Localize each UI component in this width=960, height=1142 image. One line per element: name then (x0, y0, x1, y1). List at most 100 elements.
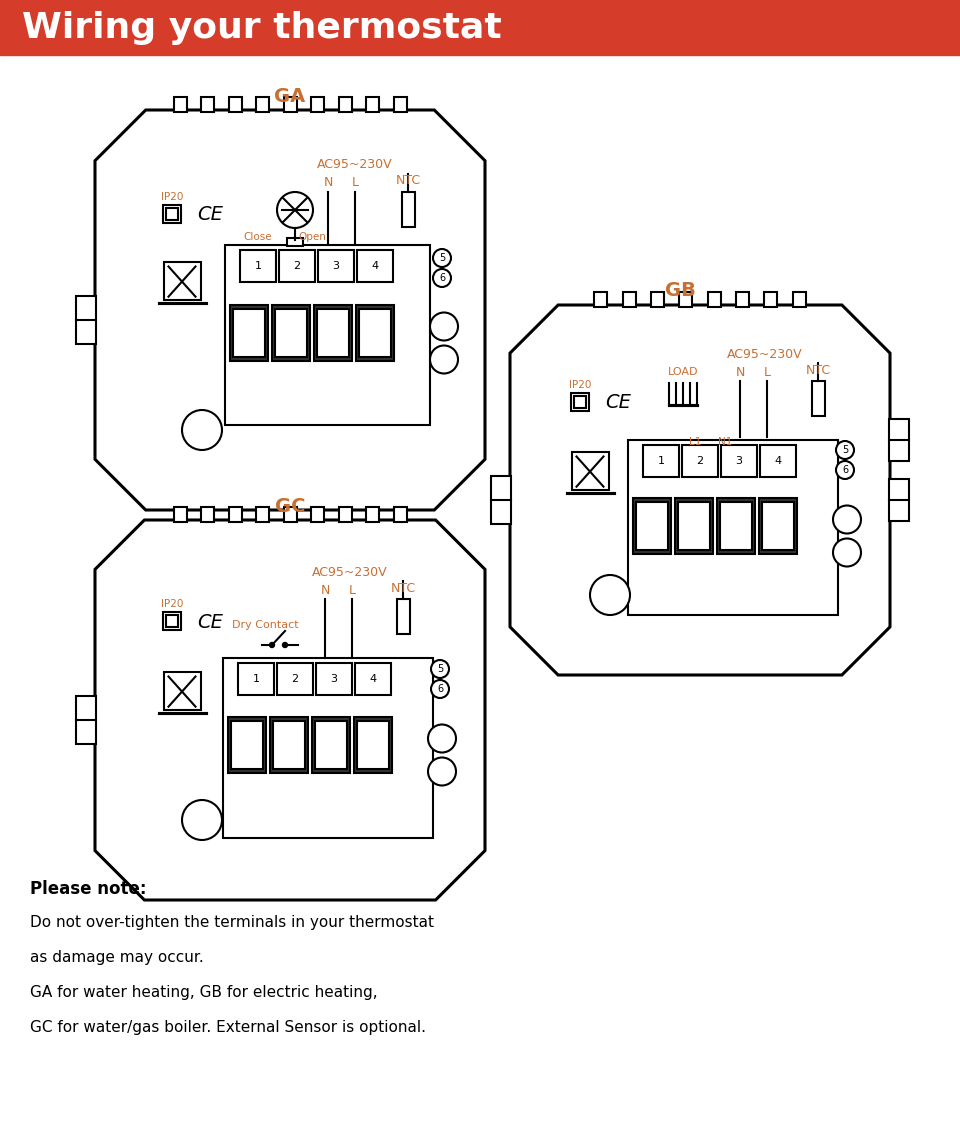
Text: Dry Contact: Dry Contact (231, 620, 299, 630)
Text: 4: 4 (372, 262, 378, 271)
Bar (0, 0, 960, 55)
Bar (394, 97, 406, 112)
Bar (270, 717, 308, 773)
Bar (354, 717, 392, 773)
Text: 3: 3 (330, 674, 338, 684)
Bar (318, 250, 354, 282)
Text: GB: GB (664, 281, 695, 300)
Text: IP20: IP20 (161, 192, 183, 202)
Bar (277, 664, 313, 695)
Text: Please note:: Please note: (30, 880, 147, 898)
Circle shape (833, 506, 861, 533)
Text: CE: CE (197, 206, 223, 225)
Bar (357, 250, 393, 282)
Text: NTC: NTC (805, 363, 830, 377)
Bar (633, 498, 671, 554)
Text: 1: 1 (254, 262, 261, 271)
Bar (275, 309, 307, 357)
Bar (231, 721, 263, 769)
Circle shape (430, 346, 458, 373)
Bar (311, 97, 324, 112)
Text: LOAD: LOAD (668, 367, 698, 377)
Bar (394, 507, 406, 522)
Bar (396, 600, 410, 634)
Bar (889, 419, 909, 461)
Bar (339, 97, 351, 112)
Bar (594, 292, 608, 307)
Polygon shape (95, 520, 485, 900)
Bar (736, 292, 749, 307)
Text: Wiring your thermostat: Wiring your thermostat (22, 11, 502, 45)
Text: 2: 2 (696, 456, 704, 466)
Bar (228, 507, 242, 522)
Bar (643, 445, 679, 477)
Bar (355, 664, 391, 695)
Circle shape (836, 461, 854, 478)
Bar (682, 445, 718, 477)
Bar (762, 502, 794, 550)
Bar (163, 612, 181, 630)
Text: 5: 5 (842, 445, 848, 455)
Bar (708, 292, 721, 307)
Polygon shape (510, 305, 890, 675)
Text: 6: 6 (842, 465, 848, 475)
Circle shape (590, 576, 630, 616)
Bar (228, 717, 266, 773)
Bar (228, 97, 242, 112)
Text: 5: 5 (439, 254, 445, 263)
Bar (491, 476, 511, 524)
Bar (678, 502, 710, 550)
Circle shape (282, 643, 287, 648)
Bar (574, 396, 586, 408)
Text: L: L (348, 584, 355, 596)
Bar (223, 658, 433, 838)
Bar (163, 206, 181, 223)
Bar (315, 721, 347, 769)
Text: L1: L1 (689, 437, 701, 447)
Text: GC for water/gas boiler. External Sensor is optional.: GC for water/gas boiler. External Sensor… (30, 1020, 426, 1035)
Bar (651, 292, 664, 307)
Circle shape (836, 441, 854, 459)
Bar (717, 498, 755, 554)
Bar (201, 507, 214, 522)
Text: N1: N1 (718, 437, 732, 447)
Text: 4: 4 (370, 674, 376, 684)
Text: GA: GA (275, 87, 305, 105)
Bar (273, 721, 305, 769)
Bar (680, 292, 692, 307)
Bar (287, 238, 303, 246)
Bar (339, 507, 351, 522)
Circle shape (428, 724, 456, 753)
Text: IP20: IP20 (161, 600, 183, 609)
Bar (174, 507, 186, 522)
Circle shape (182, 410, 222, 450)
Bar (240, 250, 276, 282)
Bar (272, 305, 310, 361)
Bar (889, 478, 909, 521)
Text: N: N (735, 365, 745, 378)
Text: 6: 6 (437, 684, 444, 694)
Polygon shape (95, 110, 485, 510)
Bar (230, 305, 268, 361)
Circle shape (431, 660, 449, 678)
Bar (238, 664, 274, 695)
Bar (166, 208, 178, 220)
Text: CE: CE (605, 394, 631, 412)
Text: as damage may occur.: as damage may occur. (30, 950, 204, 965)
Circle shape (431, 679, 449, 698)
Text: 4: 4 (775, 456, 781, 466)
Bar (571, 451, 609, 490)
Text: 6: 6 (439, 273, 445, 283)
Bar (233, 309, 265, 357)
Text: L: L (351, 177, 358, 190)
Text: 3: 3 (735, 456, 742, 466)
Bar (256, 97, 269, 112)
Circle shape (428, 757, 456, 786)
Text: 2: 2 (294, 262, 300, 271)
Bar (811, 381, 825, 416)
Bar (311, 507, 324, 522)
Bar (359, 309, 391, 357)
Bar (760, 445, 796, 477)
Circle shape (270, 643, 275, 648)
Bar (636, 502, 668, 550)
